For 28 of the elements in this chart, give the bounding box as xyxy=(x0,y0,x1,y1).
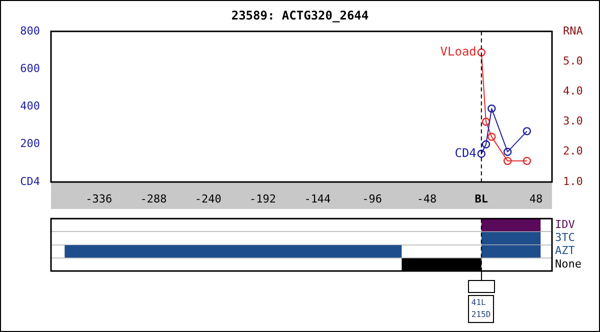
y2-tick-label: 3.0 xyxy=(563,114,583,128)
x-tick-label: -96 xyxy=(362,192,382,206)
y-tick-label: 200 xyxy=(20,137,40,150)
y-tick-label: 800 xyxy=(20,24,40,38)
series-label: VLoad xyxy=(440,44,476,59)
series-label: CD4 xyxy=(454,146,476,160)
x-tick-label: -336 xyxy=(86,192,112,206)
x-tick-label: BL xyxy=(474,192,488,206)
y-tick-label: 400 xyxy=(20,100,40,113)
x-tick-label: -192 xyxy=(250,192,276,206)
y2-tick-label: 2.0 xyxy=(563,144,583,158)
x-tick-label: -288 xyxy=(140,192,167,206)
chart-title: 23589: ACTG320_2644 xyxy=(231,8,369,22)
text: 41L 215D xyxy=(468,295,494,323)
x-tick-label: 48 xyxy=(529,192,543,206)
y-tick-label: CD4 xyxy=(20,174,40,188)
y2-tick-label: RNA xyxy=(563,24,584,38)
y-tick-label: AZT xyxy=(555,244,576,258)
y-tick-label: 3TC xyxy=(555,231,575,244)
y-tick-label: None xyxy=(555,257,582,270)
y2-tick-label: 4.0 xyxy=(563,84,583,98)
x-tick-label: -240 xyxy=(194,192,222,206)
x-tick-label: -48 xyxy=(416,192,437,206)
y2-tick-label: 1.0 xyxy=(563,174,583,188)
y2-tick-label: 5.0 xyxy=(563,54,583,68)
y-tick-label: IDV xyxy=(555,218,576,232)
y-tick-label: 600 xyxy=(20,62,40,75)
x-tick-label: -144 xyxy=(304,192,332,206)
